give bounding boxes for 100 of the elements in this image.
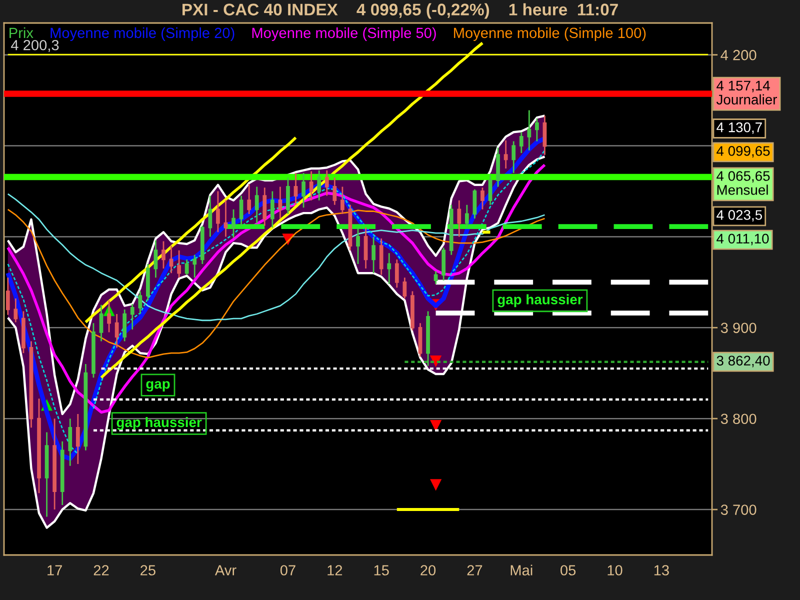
point [430, 420, 442, 432]
candlestick [146, 263, 150, 302]
x-tick-label: 15 [374, 565, 389, 576]
y-tick-label: 3 900 [720, 322, 756, 334]
text: Prix [10, 27, 34, 38]
candlestick [247, 183, 252, 215]
candlestick [22, 310, 26, 354]
candlestick [122, 308, 127, 342]
candlestick [286, 176, 290, 215]
candlestick [208, 195, 212, 238]
candlestick [317, 170, 322, 202]
candlestick [138, 290, 142, 315]
text: Moyenne mobile (Simple 20) [50, 27, 234, 41]
candlestick [99, 304, 104, 342]
x-tick-label: 12 [328, 565, 342, 576]
candlestick [535, 118, 539, 142]
y-tick-label: 4 200 [720, 50, 756, 60]
x-tick-label: 13 [654, 565, 669, 576]
x-tick-label: 20 [420, 565, 436, 576]
text: Moyenne mobile (Simple 50) [252, 27, 436, 41]
text: 4 023,5 [716, 210, 762, 222]
candlestick [340, 186, 344, 215]
candlestick [177, 250, 181, 278]
candlestick [394, 258, 399, 288]
data-label: 4 200,3 [11, 40, 59, 52]
candlestick [527, 110, 532, 152]
candlestick [434, 270, 438, 285]
data-label: 4 011,10 [716, 234, 769, 246]
candlestick [542, 115, 547, 156]
candlestick [130, 303, 134, 330]
candlestick [294, 172, 298, 206]
candlestick [262, 186, 267, 226]
candlestick [332, 176, 337, 206]
candlestick [309, 170, 314, 202]
x-tick-label: Avr [214, 565, 236, 576]
candlestick [519, 131, 524, 154]
text: Moyenne mobile (Simple 100) [454, 27, 646, 41]
y-tick-label: 3 700 [720, 504, 756, 515]
candlestick [426, 310, 430, 367]
annotation: gap haussier [498, 294, 583, 308]
candlestick [464, 204, 469, 228]
x-tick-label: Mai [510, 564, 532, 576]
candlestick [324, 170, 329, 196]
candlestick [14, 298, 18, 323]
candlestick [200, 225, 204, 265]
candlestick [6, 276, 10, 316]
chart-title: PXI - CAC 40 INDEX 4 099,65 (-0,22%) 1 heure 11:07 [182, 3, 618, 19]
annotation: gap haussier [116, 416, 202, 430]
candlestick [457, 200, 462, 238]
candlestick [84, 363, 88, 452]
candlestick [496, 146, 500, 188]
candlestick [37, 398, 41, 494]
candlestick [418, 322, 422, 358]
annotation: gap [146, 381, 170, 392]
candlestick [472, 188, 477, 220]
candlestick [169, 245, 174, 274]
text: 4 099,65 [716, 146, 770, 158]
candlestick [68, 418, 72, 467]
candlestick [364, 226, 368, 270]
ref-line-label: 4 157,14 Journalier [716, 80, 778, 105]
candlestick [184, 258, 189, 276]
candlestick [60, 440, 64, 506]
candlestick [162, 240, 166, 270]
candlestick [402, 276, 407, 300]
candlestick [302, 172, 306, 208]
x-tick-label: 07 [280, 565, 296, 576]
candlestick [114, 313, 119, 348]
candlestick [372, 236, 376, 274]
candlestick [480, 186, 484, 210]
candlestick [92, 322, 96, 378]
candlestick [410, 290, 414, 332]
candlestick [348, 204, 352, 252]
candlestick [29, 340, 34, 428]
candlestick [449, 204, 454, 256]
candlestick [52, 418, 57, 510]
x-tick-label: 25 [140, 565, 156, 576]
candlestick [192, 254, 197, 278]
candlestick [278, 186, 282, 220]
candlestick [224, 200, 228, 238]
candlestick [232, 208, 236, 238]
candlestick [216, 190, 220, 233]
candlestick [270, 190, 274, 228]
x-tick-label: 10 [608, 565, 622, 576]
text: 4 130,7 [716, 122, 762, 134]
candlestick [504, 140, 508, 170]
candlestick [442, 246, 446, 282]
candlestick [239, 195, 244, 226]
x-tick-label: 27 [467, 565, 482, 576]
ref-line-label: 4 065,65 Mensuel [716, 171, 770, 195]
candlestick [107, 300, 111, 333]
candlestick [512, 140, 516, 174]
candlestick [44, 432, 49, 518]
x-tick-label: 17 [48, 565, 62, 576]
candlestick [154, 240, 158, 278]
candlestick [254, 186, 259, 224]
candlestick [379, 238, 384, 276]
point [430, 479, 442, 491]
candlestick [76, 413, 80, 465]
x-tick-label: 22 [94, 565, 109, 576]
y-tick-label: 3 800 [720, 414, 756, 424]
